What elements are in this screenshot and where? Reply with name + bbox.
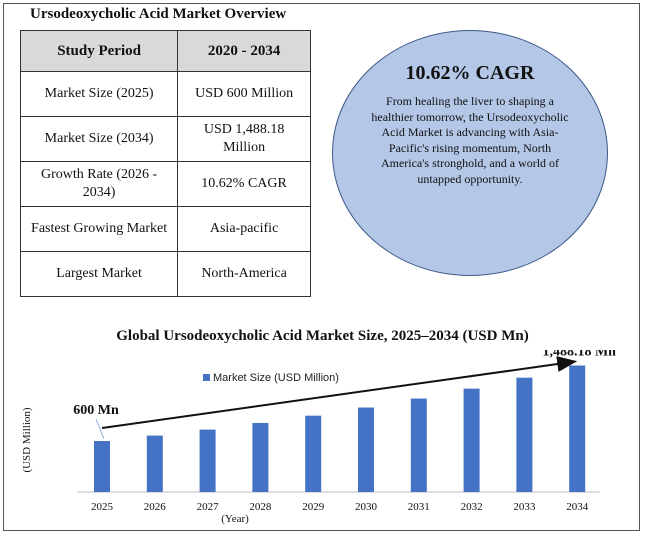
bar-2028 bbox=[252, 422, 269, 492]
x-tick-label: 2027 bbox=[197, 501, 220, 513]
start-value-label: 600 Mn bbox=[73, 403, 119, 418]
bar-2030 bbox=[358, 407, 374, 492]
table-cell: Market Size (2025) bbox=[19, 71, 179, 117]
table-cell: North-America bbox=[177, 251, 311, 297]
x-tick-label: 2029 bbox=[302, 501, 325, 513]
bar-2034 bbox=[569, 365, 586, 492]
table-row: Market Size (2025) USD 600 Million bbox=[19, 71, 311, 117]
x-tick-label: 2028 bbox=[249, 501, 272, 513]
overview-title: Ursodeoxycholic Acid Market Overview bbox=[30, 6, 287, 22]
legend-swatch bbox=[203, 374, 210, 381]
x-tick-label: 2030 bbox=[355, 501, 378, 513]
table-row: Market Size (2034) USD 1,488.18 Million bbox=[19, 116, 311, 162]
table-cell: Asia-pacific bbox=[177, 206, 311, 252]
table-cell: 10.62% CAGR bbox=[177, 161, 311, 207]
table-cell: Largest Market bbox=[19, 251, 179, 297]
table-row: Fastest Growing Market Asia-pacific bbox=[19, 206, 311, 252]
table-cell: USD 1,488.18 Million bbox=[177, 116, 311, 162]
table-cell: Market Size (2034) bbox=[19, 116, 179, 162]
bar-2029 bbox=[305, 415, 322, 492]
start-label-leader-line bbox=[95, 418, 105, 440]
table-cell: Fastest Growing Market bbox=[19, 206, 179, 252]
chart-title: Global Ursodeoxycholic Acid Market Size,… bbox=[116, 328, 529, 344]
x-tick-label: 2025 bbox=[91, 501, 114, 513]
cagr-callout-ellipse bbox=[332, 30, 608, 276]
table-cell: USD 600 Million bbox=[177, 71, 311, 117]
end-value-label: 1,488.18 Mn bbox=[542, 350, 616, 360]
table-header-row: Study Period 2020 - 2034 bbox=[19, 30, 311, 72]
bar-2031 bbox=[410, 398, 427, 492]
table-row: Largest Market North-America bbox=[19, 251, 311, 297]
x-tick-label: 2033 bbox=[513, 501, 536, 513]
y-axis-label: (USD Million) bbox=[21, 407, 33, 472]
x-tick-label: 2026 bbox=[144, 501, 167, 513]
bar-2033 bbox=[516, 377, 533, 492]
cagr-description: From healing the liver to shaping a heal… bbox=[371, 94, 569, 186]
table-header-cell: 2020 - 2034 bbox=[177, 30, 311, 72]
table-cell: Growth Rate (2026 - 2034) bbox=[19, 161, 179, 207]
infographic-frame bbox=[3, 3, 640, 531]
overview-table: Study Period 2020 - 2034 Market Size (20… bbox=[19, 30, 311, 297]
bar-2025 bbox=[94, 441, 110, 492]
table-header-cell: Study Period bbox=[19, 30, 179, 72]
cagr-headline: 10.62% CAGR bbox=[405, 62, 535, 84]
bar-2032 bbox=[463, 388, 480, 492]
x-tick-label: 2032 bbox=[461, 501, 483, 513]
market-size-bar-chart: Market Size (USD Million) (USD Million) … bbox=[21, 350, 616, 525]
bar-2027 bbox=[199, 429, 216, 492]
table-row: Growth Rate (2026 - 2034) 10.62% CAGR bbox=[19, 161, 311, 207]
bar-2026 bbox=[146, 435, 163, 492]
legend-label: Market Size (USD Million) bbox=[213, 372, 339, 384]
x-tick-label: 2031 bbox=[408, 501, 430, 513]
x-tick-label: 2034 bbox=[566, 501, 589, 513]
x-axis-label: (Year) bbox=[221, 513, 249, 525]
growth-trend-arrow bbox=[101, 356, 578, 429]
